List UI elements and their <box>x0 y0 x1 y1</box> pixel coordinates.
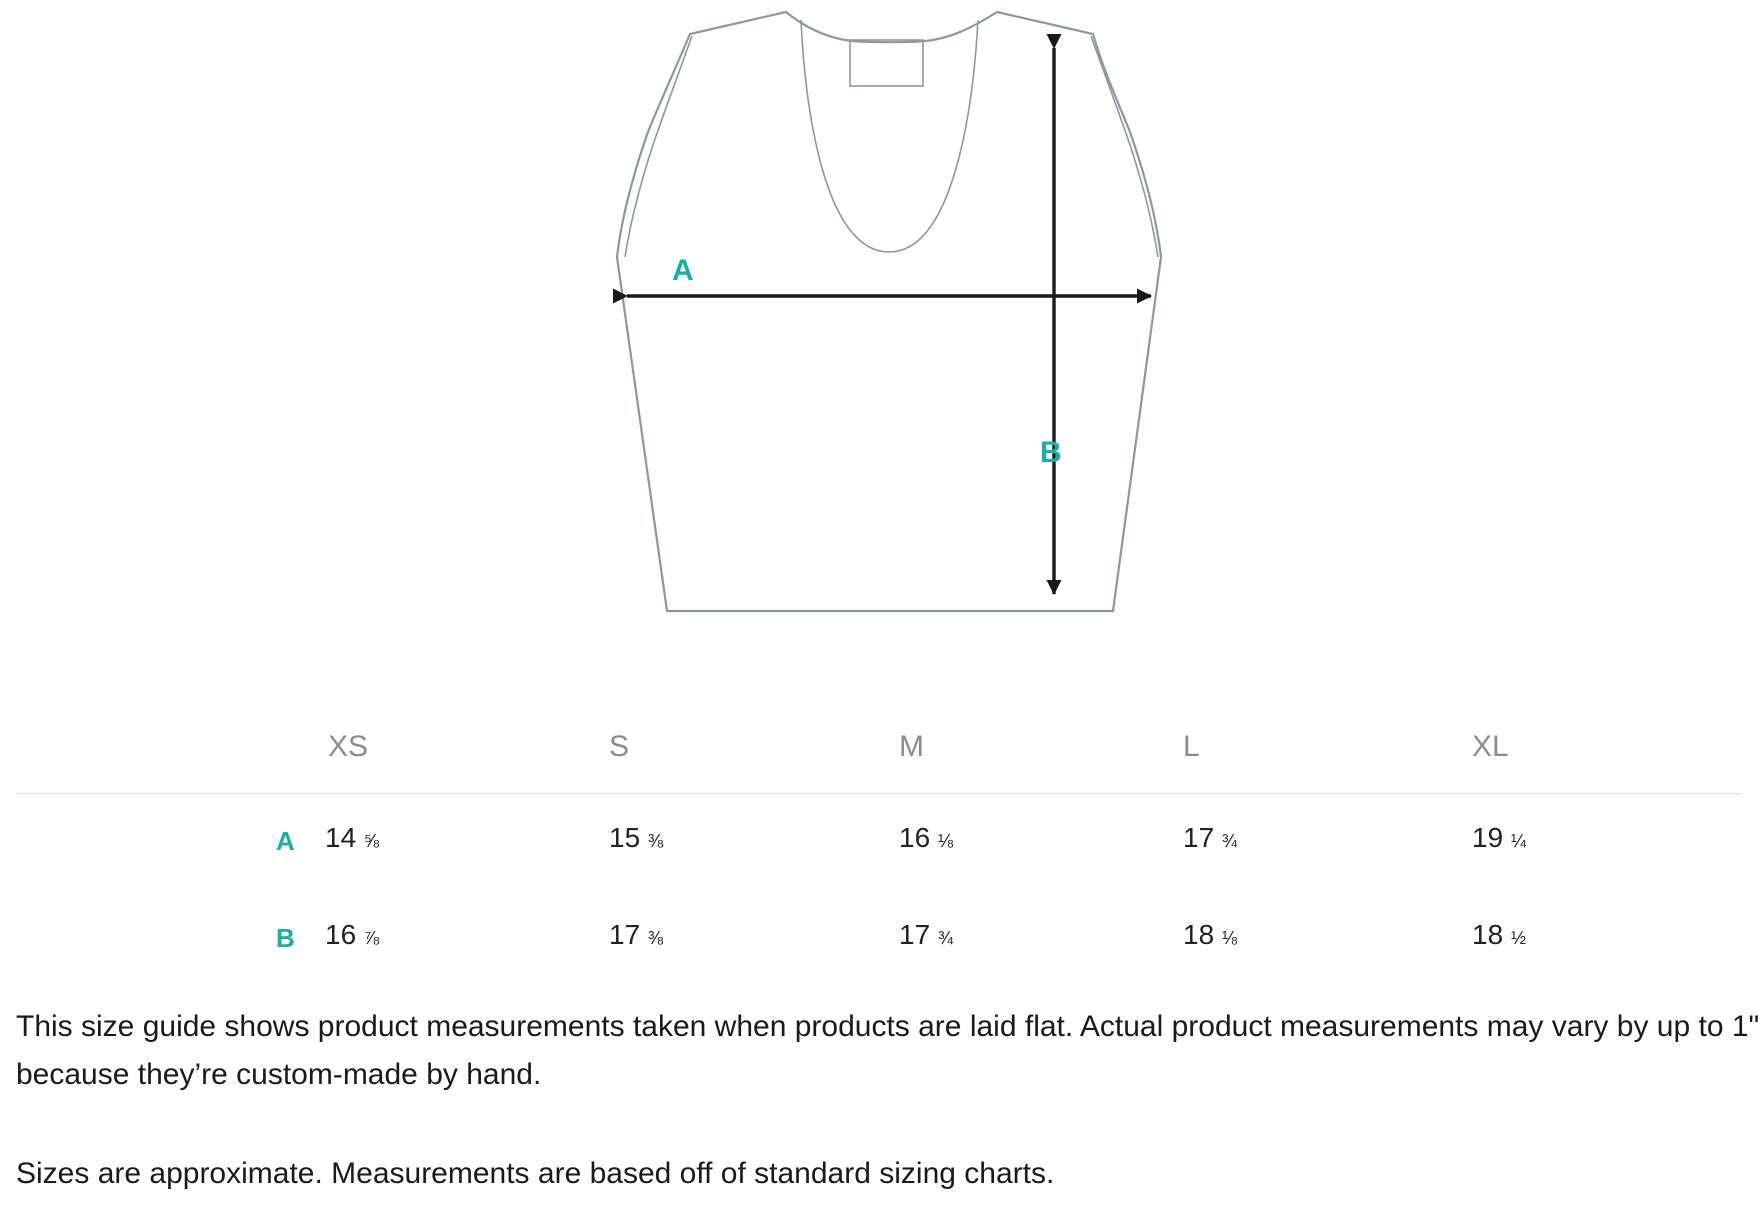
svg-text:A: A <box>672 254 694 287</box>
svg-text:B: B <box>1040 436 1062 469</box>
